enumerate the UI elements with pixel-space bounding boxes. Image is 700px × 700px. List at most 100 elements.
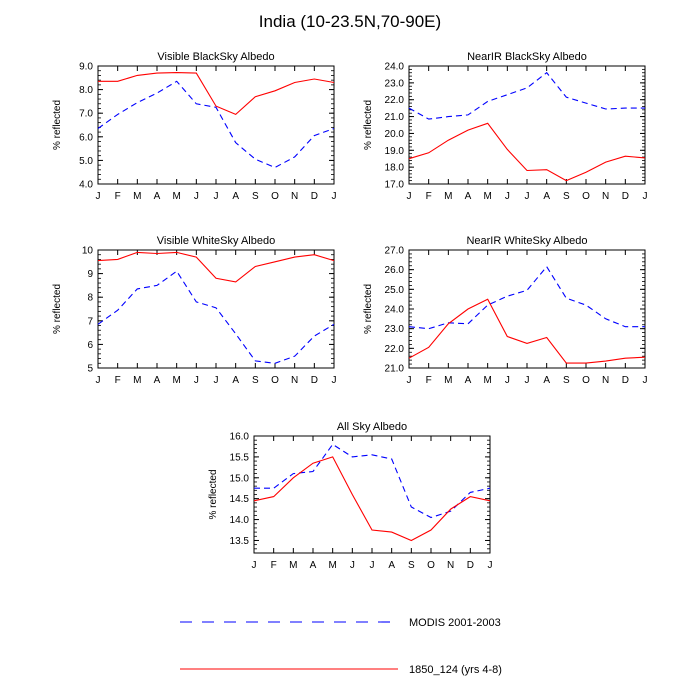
x-tick-label: J	[214, 191, 219, 202]
x-tick-label: J	[332, 375, 337, 386]
x-tick-label: A	[465, 191, 472, 202]
y-tick-label: 22.0	[385, 95, 405, 106]
y-tick-label: 25.0	[385, 285, 405, 296]
x-tick-label: N	[291, 375, 298, 386]
legend: MODIS 2001-2003 1850_124 (yrs 4-8)	[180, 617, 502, 676]
y-tick-label: 7.0	[79, 109, 93, 120]
y-tick-label: 18.0	[385, 163, 405, 174]
x-tick-label: A	[543, 191, 550, 202]
y-tick-label: 6.0	[79, 132, 93, 143]
panel-title: NearIR WhiteSky Albedo	[466, 235, 587, 247]
x-tick-label: D	[311, 191, 318, 202]
series-line-model	[98, 72, 335, 116]
y-tick-label: 15.0	[230, 473, 250, 484]
series-line-model	[408, 122, 646, 182]
panel-title: Visible WhiteSky Albedo	[157, 235, 275, 247]
x-tick-label: J	[332, 191, 337, 202]
x-tick-label: A	[232, 375, 239, 386]
x-tick-label: M	[172, 375, 180, 386]
x-tick-label: J	[407, 191, 412, 202]
x-tick-label: M	[172, 191, 180, 202]
x-tick-label: J	[525, 191, 530, 202]
x-tick-label: M	[444, 191, 452, 202]
x-tick-label: O	[582, 375, 590, 386]
x-tick-label: J	[505, 375, 510, 386]
x-tick-label: N	[602, 375, 609, 386]
series-line-modis	[254, 443, 491, 519]
y-tick-label: 16.0	[230, 432, 250, 443]
x-tick-label: D	[467, 560, 474, 571]
x-tick-label: A	[388, 560, 395, 571]
x-tick-label: A	[154, 375, 161, 386]
y-tick-label: 27.0	[385, 246, 405, 257]
x-tick-label: S	[252, 375, 259, 386]
y-tick-label: 22.0	[385, 344, 405, 355]
x-tick-label: J	[488, 560, 493, 571]
x-tick-label: M	[289, 560, 297, 571]
series-line-modis	[408, 265, 645, 330]
y-tick-label: 5.0	[79, 156, 93, 167]
x-tick-label: N	[291, 191, 298, 202]
x-tick-label: J	[643, 375, 648, 386]
x-tick-label: S	[563, 375, 570, 386]
x-tick-label: J	[350, 560, 355, 571]
panel-title: Visible BlackSky Albedo	[157, 51, 274, 63]
x-tick-label: N	[602, 191, 609, 202]
series-line-model	[253, 456, 491, 542]
y-tick-label: 21.0	[385, 112, 405, 123]
x-tick-label: S	[563, 191, 570, 202]
y-tick-label: 23.0	[385, 324, 405, 335]
y-axis-label: % reflected	[363, 284, 374, 334]
series-line-model	[408, 298, 646, 364]
x-tick-label: D	[311, 375, 318, 386]
x-tick-label: J	[96, 191, 101, 202]
x-tick-label: F	[271, 560, 277, 571]
series-line-modis	[408, 71, 645, 120]
y-tick-label: 7	[87, 316, 93, 327]
x-tick-label: O	[582, 191, 590, 202]
series-line-modis	[97, 80, 335, 169]
y-tick-label: 20.0	[385, 129, 405, 140]
y-tick-label: 19.0	[385, 146, 405, 157]
x-tick-label: F	[426, 191, 432, 202]
y-tick-label: 24.0	[385, 62, 405, 73]
y-tick-label: 8	[87, 293, 93, 304]
x-tick-label: O	[271, 191, 279, 202]
plot-frame	[97, 249, 335, 369]
y-tick-label: 9.0	[79, 62, 93, 73]
y-tick-label: 24.0	[385, 305, 405, 316]
x-tick-label: D	[622, 191, 629, 202]
x-tick-label: D	[622, 375, 629, 386]
y-axis-label: % reflected	[52, 284, 63, 334]
legend-label-1: MODIS 2001-2003	[409, 617, 501, 629]
x-tick-label: J	[252, 560, 257, 571]
y-tick-label: 23.0	[385, 78, 405, 89]
plot-frame	[408, 65, 646, 185]
x-tick-label: A	[310, 560, 317, 571]
x-tick-label: J	[407, 375, 412, 386]
x-tick-label: M	[328, 560, 336, 571]
y-tick-label: 5	[87, 364, 93, 375]
y-tick-label: 26.0	[385, 265, 405, 276]
x-tick-label: S	[252, 191, 259, 202]
y-tick-label: 9	[87, 269, 93, 280]
x-tick-label: M	[133, 375, 141, 386]
x-tick-label: F	[426, 375, 432, 386]
legend-label-2: 1850_124 (yrs 4-8)	[409, 664, 502, 676]
y-tick-label: 17.0	[385, 180, 405, 191]
x-tick-label: F	[115, 191, 121, 202]
x-tick-label: M	[483, 375, 491, 386]
y-tick-label: 14.5	[230, 494, 250, 505]
x-tick-label: J	[370, 560, 375, 571]
x-tick-label: S	[408, 560, 415, 571]
series-line-model	[97, 251, 335, 283]
y-tick-label: 13.5	[230, 536, 250, 547]
plot-frame	[97, 65, 335, 185]
panel-title: All Sky Albedo	[337, 421, 407, 433]
x-tick-label: J	[643, 191, 648, 202]
